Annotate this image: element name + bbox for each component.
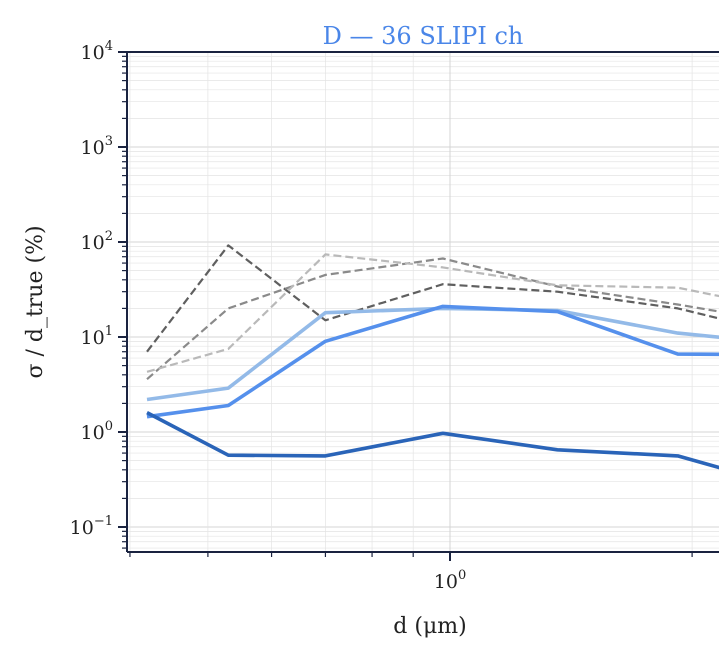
series-line-3 <box>146 253 719 373</box>
chart-title: D — 36 SLIPI ch <box>323 22 524 50</box>
plot-lines <box>146 244 719 470</box>
series-line-5 <box>146 304 719 419</box>
x-tick-label: 100 <box>434 568 466 593</box>
y-axis-title: σ / d_true (%) <box>23 225 48 378</box>
y-tick-label: 10−1 <box>70 514 113 539</box>
x-axis-title: d (μm) <box>393 614 466 639</box>
series-line-1 <box>146 244 719 353</box>
y-tick-label: 104 <box>81 39 113 64</box>
tick-labels: 10−1 100 101 102 103 104 100 <box>70 39 467 593</box>
y-tick-label: 103 <box>81 134 113 159</box>
y-tick-label: 100 <box>81 419 113 444</box>
axes <box>118 51 719 561</box>
series-line-6 <box>146 411 719 470</box>
y-tick-label: 101 <box>81 324 113 349</box>
y-tick-label: 102 <box>81 229 113 254</box>
series-line-4 <box>146 306 719 402</box>
series-line-2 <box>146 257 719 381</box>
